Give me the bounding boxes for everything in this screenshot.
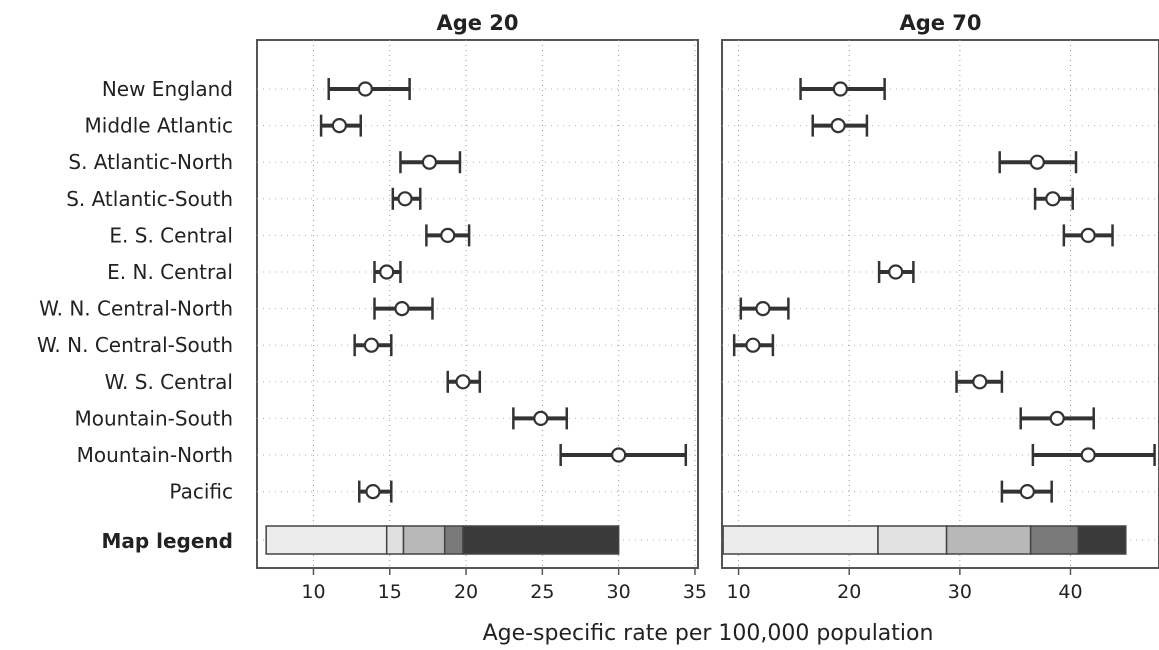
legend-segment <box>1077 525 1127 555</box>
point-estimate <box>1049 410 1065 426</box>
row-label: Pacific <box>169 480 233 504</box>
point-estimate <box>379 264 395 280</box>
point-estimate <box>357 81 373 97</box>
row-label: Mountain-North <box>77 443 233 467</box>
x-tick-label: 20 <box>454 581 478 603</box>
row-label: S. Atlantic-South <box>66 187 233 211</box>
point-estimate <box>1029 154 1045 170</box>
point-estimate <box>1080 227 1096 243</box>
row-label: Mountain-South <box>74 406 233 430</box>
legend-row-label: Map legend <box>101 529 233 553</box>
row-label: E. N. Central <box>107 260 233 284</box>
point-estimate <box>830 117 846 134</box>
x-tick-label: 20 <box>837 581 861 603</box>
row-label: Middle Atlantic <box>85 114 233 138</box>
legend-segment <box>265 525 388 555</box>
legend-segment <box>877 525 948 555</box>
point-estimate <box>1045 191 1061 207</box>
x-tick-label: 30 <box>948 581 972 603</box>
panel-title: Age 70 <box>899 11 981 35</box>
panel-frame <box>256 39 699 569</box>
point-estimate <box>440 227 456 243</box>
row-label: S. Atlantic-North <box>68 150 233 174</box>
panel-title: Age 20 <box>436 11 518 35</box>
point-estimate <box>365 484 381 500</box>
x-tick-label: 25 <box>530 581 554 603</box>
x-tick-label: 15 <box>378 581 402 603</box>
point-estimate <box>394 301 410 317</box>
row-label: W. N. Central-North <box>39 297 233 321</box>
point-estimate <box>611 447 627 463</box>
row-label: New England <box>102 77 233 101</box>
point-estimate <box>331 117 348 134</box>
point-estimate <box>745 337 761 353</box>
x-tick-label: 35 <box>683 581 707 603</box>
point-estimate <box>832 81 848 97</box>
row-label: W. N. Central-South <box>37 333 233 357</box>
point-estimate <box>1080 447 1096 463</box>
panel-frame <box>721 39 1159 569</box>
legend-segment <box>443 525 464 555</box>
legend-segment <box>945 525 1032 555</box>
row-label: E. S. Central <box>109 223 233 247</box>
x-tick-label: 30 <box>607 581 631 603</box>
legend-segment <box>1029 525 1079 555</box>
point-estimate <box>421 154 438 170</box>
legend-segment <box>385 525 405 555</box>
row-label: W. S. Central <box>105 370 233 394</box>
point-estimate <box>363 337 380 353</box>
legend-segment <box>722 525 879 555</box>
x-axis-label: Age-specific rate per 100,000 population <box>483 621 934 646</box>
x-tick-label: 10 <box>727 581 751 603</box>
point-estimate <box>755 301 771 317</box>
point-estimate <box>1019 484 1035 500</box>
point-estimate <box>533 410 549 426</box>
legend-segment <box>462 525 620 555</box>
point-estimate <box>455 374 471 390</box>
x-tick-label: 10 <box>301 581 325 603</box>
legend-segment <box>402 525 446 555</box>
point-estimate <box>397 191 413 207</box>
point-estimate <box>888 264 904 280</box>
point-estimate <box>972 374 988 390</box>
x-tick-label: 40 <box>1058 581 1082 603</box>
